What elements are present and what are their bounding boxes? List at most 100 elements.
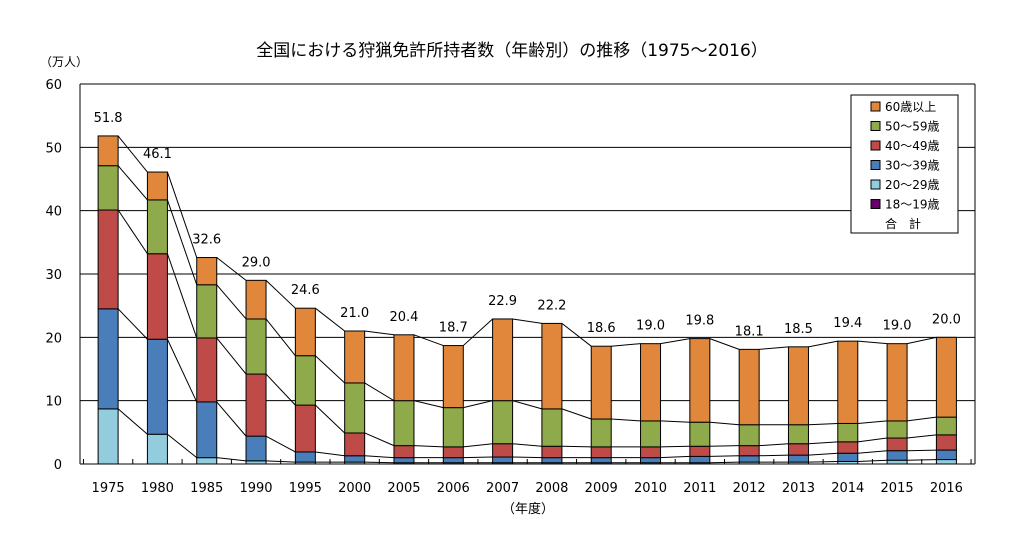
bar-segment [492, 456, 514, 464]
connector-line [512, 456, 542, 459]
x-tick-label: 2007 [486, 481, 519, 496]
total-label: 22.2 [537, 298, 566, 313]
bar-segment [640, 446, 662, 459]
legend-swatch [870, 160, 881, 170]
total-label: 21.0 [340, 306, 369, 321]
connector-line [216, 337, 247, 375]
bar-segment [689, 421, 711, 447]
connector-line [709, 455, 740, 457]
connector-line [808, 452, 838, 456]
connector-line [808, 340, 838, 348]
connector-line [315, 355, 346, 384]
connector-line [364, 382, 395, 402]
connector-line [216, 401, 247, 437]
bar-segment [294, 404, 316, 453]
bar-segment [245, 435, 267, 462]
bar-segment [935, 336, 957, 418]
bar-segment [886, 437, 908, 452]
legend-label-total: 合 計 [885, 216, 921, 231]
x-tick-label: 1980 [141, 481, 174, 496]
connector-line [265, 435, 296, 453]
connector-line [265, 318, 296, 357]
connector-line [759, 346, 789, 350]
bar-segment [541, 322, 563, 410]
bar-segment [787, 346, 809, 426]
bar-segment [196, 337, 218, 403]
y-tick-label: 40 [45, 205, 62, 220]
total-label: 18.5 [784, 322, 813, 337]
bar-segment [344, 330, 366, 384]
bar-segment [787, 454, 809, 463]
total-label: 19.4 [833, 316, 862, 331]
connector-line [413, 334, 444, 347]
legend-label: 20〜29歳 [885, 178, 940, 192]
bar-segment [97, 165, 119, 211]
connector-line [808, 460, 838, 463]
bar-segment [590, 418, 612, 448]
bar-segment [541, 457, 563, 464]
connector-line [907, 459, 937, 461]
connector-line [660, 420, 690, 423]
bar-segment [935, 449, 957, 461]
connector-line [561, 323, 592, 347]
bar-segment [640, 457, 662, 464]
bar-segment [541, 408, 563, 447]
total-label: 19.0 [883, 319, 912, 334]
bar-segment [738, 348, 760, 426]
bar-segment [492, 400, 514, 445]
bar-segment [344, 432, 366, 457]
connector-line [117, 209, 148, 255]
x-tick-label: 2000 [338, 481, 371, 496]
bar-segment [837, 340, 859, 424]
connector-line [759, 443, 789, 447]
total-label: 19.0 [636, 319, 665, 334]
bar-segment [738, 455, 760, 463]
connector-line [561, 408, 592, 420]
legend-swatch [870, 140, 881, 151]
bar-segment [787, 424, 809, 445]
bar-segment [640, 343, 662, 422]
connector-line [857, 420, 888, 424]
x-tick-label: 2006 [437, 481, 470, 496]
connector-line [512, 443, 542, 447]
connector-line [907, 434, 937, 439]
connector-line [166, 171, 198, 258]
bar-segment [97, 135, 119, 167]
bar-segment [245, 279, 267, 320]
total-label: 20.0 [932, 312, 961, 327]
bar-segment [442, 457, 464, 464]
bar-segment [146, 338, 168, 435]
bar-segment [492, 443, 514, 458]
connector-line [463, 443, 493, 448]
bar-segment [640, 420, 662, 448]
legend-swatch [870, 179, 881, 190]
bar-segment [738, 424, 760, 447]
x-tick-label: 2005 [387, 481, 420, 496]
bar-segment [393, 334, 415, 402]
total-label: 18.6 [587, 321, 616, 336]
connector-line [364, 330, 395, 336]
legend-swatch [870, 101, 881, 112]
connector-line [907, 416, 937, 422]
bar-segment [97, 209, 119, 310]
chart-title: 全国における狩猟免許所持者数（年齢別）の推移（1975〜2016） [256, 41, 768, 61]
connector-line [463, 456, 493, 459]
total-label: 18.1 [735, 324, 764, 339]
bar-segment [442, 446, 464, 459]
bar-segment [541, 445, 563, 459]
bar-segment [886, 420, 908, 439]
bar-segment [97, 408, 119, 465]
bar-segment [886, 450, 908, 461]
connector-line [265, 373, 296, 406]
connector-line [413, 445, 444, 448]
connector-line [709, 461, 740, 464]
legend-swatch [870, 199, 881, 209]
connector-line [857, 450, 888, 454]
bar-segment [590, 345, 612, 420]
connector-line [216, 284, 247, 320]
legend-label: 18〜19歳 [885, 198, 940, 212]
x-tick-label: 2008 [535, 481, 568, 496]
connector-line [117, 135, 148, 173]
connector-line [413, 400, 444, 409]
bar-segment [738, 445, 760, 457]
